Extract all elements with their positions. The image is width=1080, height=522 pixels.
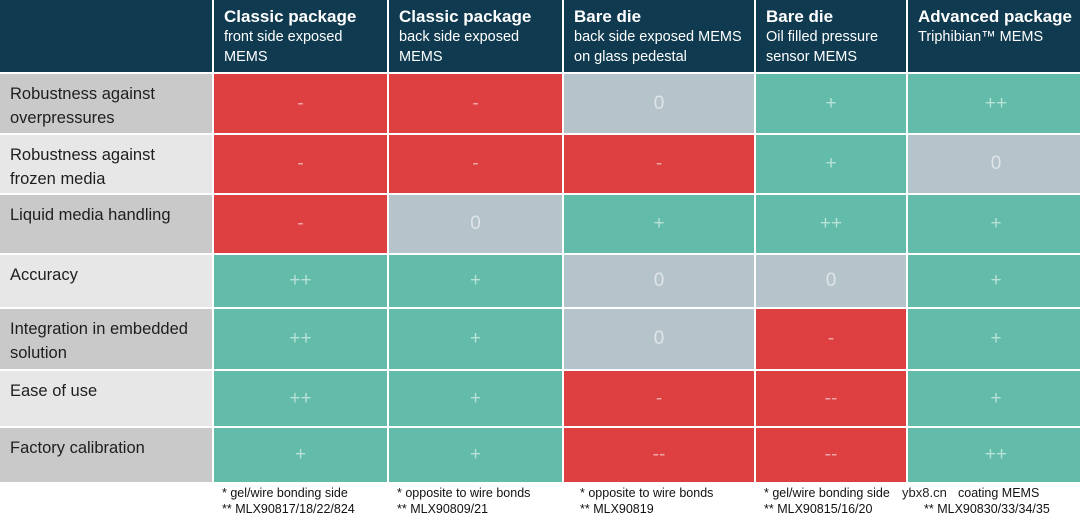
rating-cell: -- [756,428,906,482]
column-header-2: Classic package back side exposed MEMS [389,0,562,72]
column-subtitle: front side exposed MEMS [224,29,343,65]
column-title: Classic package [399,7,532,26]
rating-cell: + [389,371,562,426]
column-header-1: Classic package front side exposed MEMS [214,0,387,72]
rating-cell: ++ [908,428,1080,482]
table-corner [0,0,212,72]
row-header: Liquid media handling [0,195,212,253]
rating-cell: + [908,255,1080,307]
rating-cell: + [214,428,387,482]
rating-cell: ++ [908,74,1080,133]
rating-cell: + [756,74,906,133]
column-subtitle: back side exposed MEMS [399,29,520,65]
rating-cell: + [908,371,1080,426]
column-subtitle: Triphibian™ MEMS [918,29,1044,45]
footnote-col-4: * gel/wire bonding side ** MLX90815/16/2… [764,486,890,516]
row-header: Robustness against overpressures [0,74,212,133]
rating-cell: + [389,428,562,482]
rating-cell: + [908,309,1080,369]
footnote-col-5-models: ** MLX90830/33/34/35 [924,502,1050,516]
row-header: Robustness against frozen media [0,135,212,193]
rating-cell: ++ [214,255,387,307]
row-header: Ease of use [0,371,212,426]
rating-cell: + [908,195,1080,253]
rating-cell: 0 [564,309,754,369]
rating-cell: -- [756,371,906,426]
column-header-4: Bare die Oil filled pressure sensor MEMS [756,0,906,72]
rating-cell: - [389,74,562,133]
column-subtitle: Oil filled pressure sensor MEMS [766,29,879,65]
rating-cell: - [564,135,754,193]
rating-cell: + [756,135,906,193]
rating-cell: 0 [564,74,754,133]
footnote-col-3: * opposite to wire bonds ** MLX90819 [580,486,714,516]
column-title: Bare die [766,7,834,26]
column-title: Bare die [574,7,642,26]
footnote-col-1: * gel/wire bonding side ** MLX90817/18/2… [222,486,355,516]
rating-cell: 0 [564,255,754,307]
column-header-3: Bare die back side exposed MEMS on glass … [564,0,754,72]
footnote-col-2: * opposite to wire bonds ** MLX90809/21 [397,486,531,516]
rating-cell: 0 [908,135,1080,193]
row-header: Integration in embedded solution [0,309,212,369]
rating-cell: - [214,135,387,193]
rating-cell: - [214,74,387,133]
column-subtitle: back side exposed MEMS on glass pedestal [574,29,742,65]
watermark: ybx8.cn [900,485,949,500]
rating-cell: + [389,309,562,369]
rating-cell: ++ [214,371,387,426]
rating-cell: - [564,371,754,426]
rating-cell: - [214,195,387,253]
rating-cell: -- [564,428,754,482]
comparison-table: Classic package front side exposed MEMS Cl… [0,0,1080,482]
rating-cell: + [389,255,562,307]
column-title: Advanced package [918,7,1073,26]
row-header: Accuracy [0,255,212,307]
rating-cell: + [564,195,754,253]
rating-cell: ++ [214,309,387,369]
rating-cell: ++ [756,195,906,253]
row-header: Factory calibration [0,428,212,482]
rating-cell: 0 [389,195,562,253]
footnote-col-5: coating MEMS [958,486,1040,500]
rating-cell: 0 [756,255,906,307]
rating-cell: - [389,135,562,193]
rating-cell: - [756,309,906,369]
column-header-5: Advanced package Triphibian™ MEMS [908,0,1080,72]
column-title: Classic package [224,7,357,26]
